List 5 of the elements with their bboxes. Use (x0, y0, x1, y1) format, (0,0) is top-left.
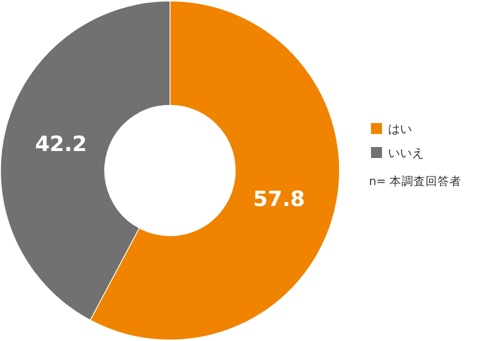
data-label: 42.2 (35, 132, 87, 156)
data-label: 57.8 (253, 186, 305, 211)
legend-label: はい (388, 122, 412, 136)
text: n= 本調査回答者 (369, 174, 462, 188)
legend-label: いいえ (388, 146, 424, 160)
